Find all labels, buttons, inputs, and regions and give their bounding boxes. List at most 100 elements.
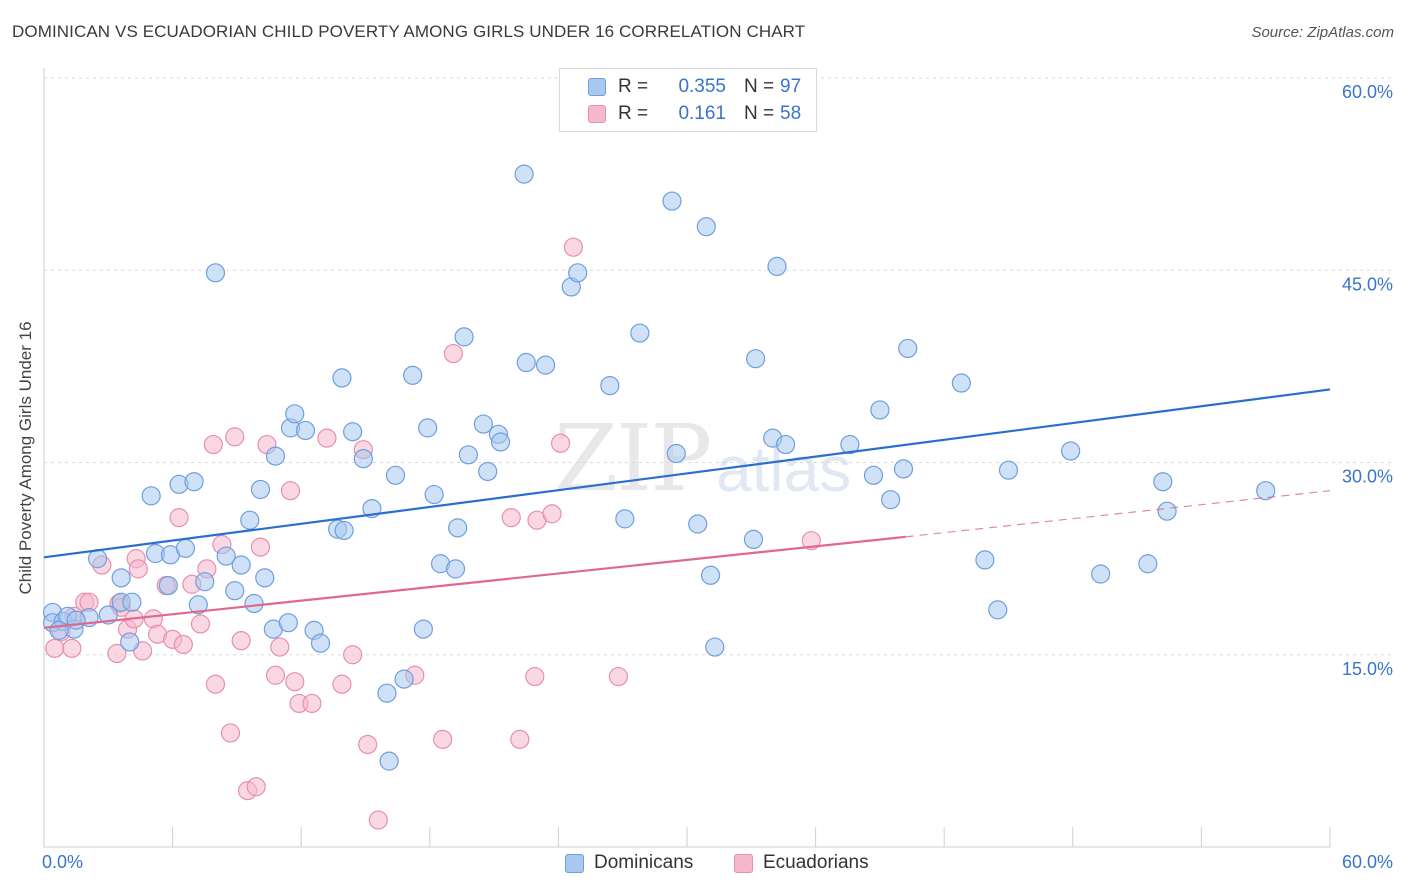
legend-row-dominicans: R = 0.355 N = 97 — [588, 75, 801, 99]
dominican-point — [775, 434, 796, 455]
dominican-point — [881, 490, 901, 510]
y-tick-label: 60.0% — [1342, 82, 1393, 102]
ecuadorian-point — [62, 638, 82, 658]
ecuadorian-point — [246, 777, 266, 797]
legend-swatch-dominicans — [565, 853, 584, 873]
correlation-legend: R = 0.355 N = 97 R = 0.161 N = 58 — [559, 68, 817, 132]
legend-item-dominicans[interactable]: Dominicans — [565, 852, 693, 874]
dominican-point — [188, 595, 208, 615]
legend-r-value: 0.355 — [678, 76, 726, 97]
ecuadorian-point — [190, 614, 211, 634]
ecuadorian-point — [525, 666, 545, 687]
y-tick-label: 45.0% — [1342, 274, 1393, 294]
dominican-point — [278, 613, 298, 633]
dominican-point — [120, 632, 140, 652]
dominican-point — [898, 338, 918, 359]
ecuadorian-point — [107, 643, 127, 664]
ecuadorian-point — [608, 666, 629, 687]
dominican-point — [1138, 554, 1158, 574]
ecuadorian-point — [173, 634, 193, 655]
dominican-point — [403, 365, 423, 385]
ecuadorian-point — [250, 537, 271, 557]
legend-n-value: 58 — [780, 103, 802, 124]
ecuadorian-point — [317, 428, 337, 448]
legend-swatch-ecuadorians — [734, 853, 753, 873]
dominican-point — [205, 263, 226, 283]
dominican-point — [111, 568, 131, 588]
legend-label-ecuadorians: Ecuadorians — [763, 852, 869, 873]
dominican-point — [705, 637, 725, 657]
x-tick-label-max: 60.0% — [1341, 852, 1393, 872]
dominican-point — [863, 465, 884, 485]
dominican-point — [216, 546, 236, 566]
legend-n-value: 97 — [780, 76, 802, 97]
ecuadorian-point — [231, 631, 251, 651]
y-tick-label: 30.0% — [1342, 467, 1393, 487]
dominican-point — [240, 510, 260, 530]
ecuadorian-point — [169, 508, 189, 528]
dominican-point — [394, 669, 414, 689]
ecuadorian-trend-extension — [905, 490, 1331, 538]
dominican-point — [1091, 564, 1111, 584]
dominican-point — [285, 404, 305, 424]
ecuadorian-point — [332, 674, 352, 694]
ecuadorian-point — [45, 638, 65, 658]
dominican-point — [295, 420, 316, 441]
dominican-point — [998, 460, 1019, 480]
dominican-trend-line — [43, 388, 1331, 559]
dominican-point — [343, 422, 363, 442]
dominican-point — [448, 518, 468, 538]
ecuadorian-point — [550, 433, 571, 453]
ecuadorian-point — [433, 729, 453, 749]
dominican-point — [255, 568, 275, 588]
legend-n-label: N = — [744, 103, 775, 124]
dominican-point — [473, 414, 493, 434]
ecuadorian-point — [563, 237, 584, 257]
dominican-point — [424, 484, 444, 505]
ecuadorian-point — [270, 637, 290, 657]
dominican-point — [490, 432, 511, 452]
dominican-point — [231, 555, 251, 575]
ecuadorian-point — [220, 723, 241, 743]
dominican-point — [662, 191, 682, 211]
ecuadorian-point — [280, 481, 301, 501]
dominican-point — [250, 479, 271, 500]
dominican-point — [1157, 501, 1177, 521]
dominican-point — [600, 376, 620, 396]
dominican-point — [767, 256, 787, 277]
legend-item-ecuadorians[interactable]: Ecuadorians — [734, 852, 869, 874]
legend-swatch-dominicans — [588, 78, 606, 96]
dominican-point — [377, 683, 397, 703]
dominican-point — [568, 263, 588, 283]
ecuadorian-point — [801, 531, 821, 551]
dominican-point — [1256, 481, 1276, 501]
ecuadorian-point — [285, 672, 305, 692]
series-legend: Dominicans Ecuadorians — [0, 852, 1406, 878]
source-credit: Source: ZipAtlas.com — [1251, 24, 1394, 41]
dominican-point — [49, 620, 69, 640]
dominican-point — [445, 559, 466, 579]
legend-r-label: R = — [618, 103, 649, 124]
dominican-point — [458, 445, 478, 465]
legend-r-value: 0.161 — [678, 103, 726, 124]
dominican-point — [988, 600, 1008, 620]
ecuadorian-point — [203, 434, 223, 455]
ecuadorian-point — [225, 427, 245, 447]
dominican-point — [696, 217, 716, 237]
dominican-point — [332, 368, 352, 388]
dominican-point — [893, 459, 914, 479]
dominican-point — [870, 400, 890, 420]
ecuadorian-point — [443, 343, 463, 364]
dominican-point — [516, 352, 536, 373]
dominican-point — [1061, 441, 1081, 461]
ecuadorian-point — [510, 729, 530, 749]
dominican-point — [514, 164, 534, 184]
dominican-point — [244, 593, 264, 614]
dominican-point — [141, 486, 161, 506]
dominican-point — [413, 619, 433, 639]
dominican-point — [184, 472, 204, 492]
dominican-point — [454, 327, 474, 347]
ecuadorian-point — [343, 645, 363, 665]
ecuadorian-point — [501, 508, 521, 528]
x-tick-label-min: 0.0% — [42, 852, 84, 872]
